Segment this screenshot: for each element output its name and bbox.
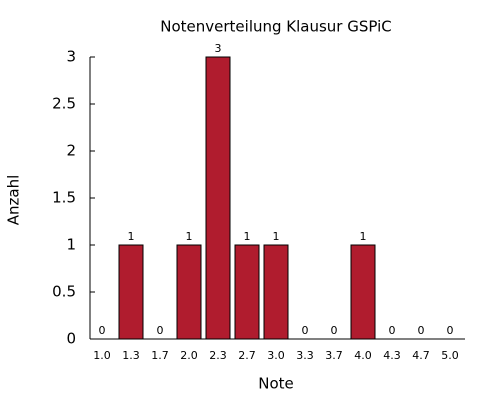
x-tick-label: 3.7	[325, 349, 343, 362]
data-label: 1	[244, 230, 251, 243]
data-label: 0	[99, 324, 106, 337]
data-label: 0	[331, 324, 338, 337]
x-tick-label: 2.3	[209, 349, 227, 362]
x-tick-label: 1.0	[93, 349, 111, 362]
x-tick-label: 2.7	[238, 349, 256, 362]
x-axis-label: Note	[258, 375, 294, 393]
data-label: 0	[302, 324, 309, 337]
y-axis-label: Anzahl	[5, 175, 23, 226]
chart-title: Notenverteilung Klausur GSPiC	[160, 18, 392, 36]
x-tick-label: 3.0	[267, 349, 285, 362]
bar	[350, 244, 376, 340]
x-tick-label: 4.7	[412, 349, 430, 362]
y-tick-label: 0	[66, 330, 76, 348]
x-tick-label: 3.3	[296, 349, 314, 362]
y-tick-label: 2.5	[52, 95, 76, 113]
data-label: 0	[157, 324, 164, 337]
data-label: 0	[418, 324, 425, 337]
data-label: 1	[360, 230, 367, 243]
x-tick-label: 4.3	[383, 349, 401, 362]
bar	[176, 244, 202, 340]
data-label: 1	[186, 230, 193, 243]
data-label: 0	[447, 324, 454, 337]
data-label: 1	[128, 230, 135, 243]
y-tick-label: 3	[66, 48, 76, 66]
x-tick-label: 2.0	[180, 349, 198, 362]
x-tick-label: 1.3	[122, 349, 140, 362]
bar	[234, 244, 260, 340]
y-tick-label: 0.5	[52, 283, 76, 301]
data-label: 1	[273, 230, 280, 243]
y-tick-label: 1.5	[52, 189, 76, 207]
x-tick-label: 4.0	[354, 349, 372, 362]
bar	[205, 56, 231, 340]
bar	[118, 244, 144, 340]
data-label: 3	[215, 42, 222, 55]
data-label: 0	[389, 324, 396, 337]
x-tick-label: 5.0	[441, 349, 459, 362]
x-tick-label: 1.7	[151, 349, 169, 362]
y-tick-label: 1	[66, 236, 76, 254]
bar	[263, 244, 289, 340]
y-tick-label: 2	[66, 142, 76, 160]
